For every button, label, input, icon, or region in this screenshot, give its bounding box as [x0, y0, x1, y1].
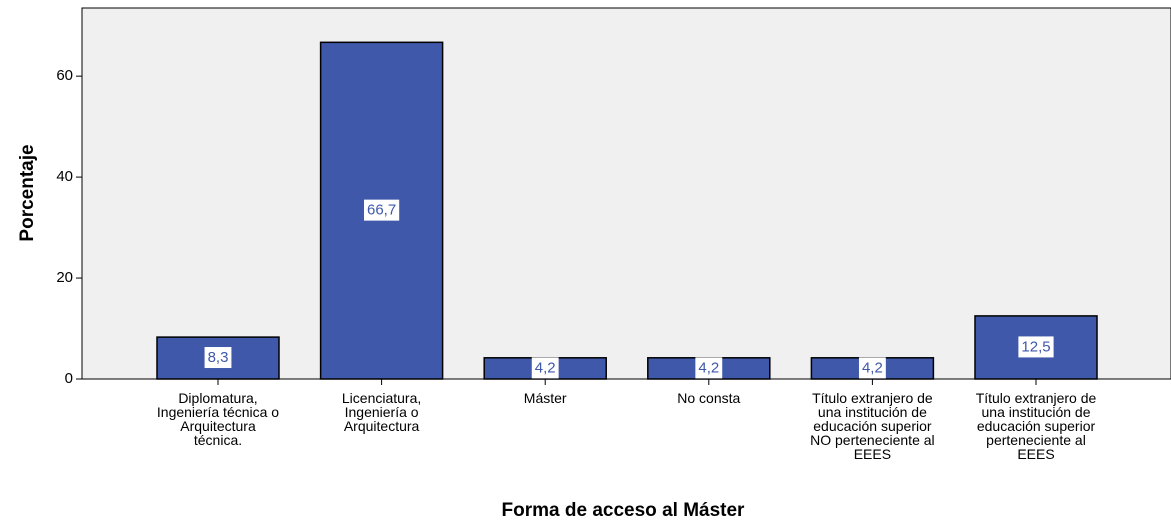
x-tick-label: Diplomatura, Ingeniería técnica o Arquitec… [157, 390, 279, 448]
value-label: 4,2 [698, 359, 719, 376]
x-tick-label: Título extranjero de una institución de ed… [810, 390, 935, 462]
x-tick-label: Máster [524, 390, 567, 406]
x-tick-label: Título extranjero de una institución de ed… [976, 390, 1097, 462]
value-label-box [204, 347, 232, 369]
value-label-box [363, 199, 400, 221]
value-label: 4,2 [535, 359, 556, 376]
value-label: 8,3 [208, 349, 229, 366]
x-axis-title: Forma de acceso al Máster [502, 500, 745, 521]
value-label-box [1018, 336, 1054, 358]
value-label: 12,5 [1021, 338, 1050, 355]
value-label-box [858, 357, 886, 379]
value-label-box [695, 357, 723, 379]
y-tick-label: 60 [56, 67, 73, 84]
value-label-box [531, 357, 559, 379]
value-label: 66,7 [367, 202, 396, 219]
y-tick-label: 40 [56, 168, 73, 185]
y-axis-title: Porcentaje [17, 144, 38, 241]
x-tick-label: No consta [677, 390, 740, 406]
y-tick-label: 20 [56, 269, 73, 286]
x-tick-label: Licenciatura, Ingeniería o Arquitectura [342, 390, 421, 434]
y-tick-label: 0 [65, 370, 73, 387]
value-label: 4,2 [862, 359, 883, 376]
